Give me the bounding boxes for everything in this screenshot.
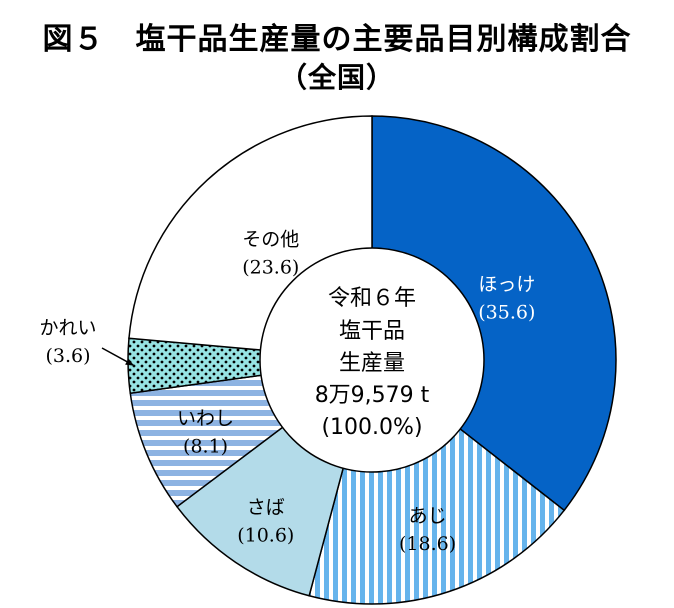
slice-6-name-label: その他 [242,228,299,250]
center-label-line-5: (100.0%) [321,415,422,440]
center-label-line-1: 令和６年 [328,286,416,311]
center-label-line-4: 8万9,579 t [315,383,430,408]
slice-2-value-label: (18.6) [399,533,456,555]
slice-5-value-label: (3.6) [45,345,90,367]
slice-6-value-label: (23.6) [242,256,299,278]
chart-subtitle: （全国） [278,61,395,94]
slice-5-leader-arrow [125,358,135,366]
slice-1-wedge [371,115,617,512]
center-label-line-3: 生産量 [339,351,405,376]
chart-title: 図５ 塩干品生産量の主要品目別構成割合 [42,22,632,57]
slice-3-name-label: さば [247,497,285,519]
slice-4-name-label: いわし [177,408,234,430]
slice-1-value-label: (35.6) [478,301,535,323]
center-circle [259,247,485,473]
center-label-line-2: 塩干品 [339,319,405,344]
slice-3-value-label: (10.6) [237,525,294,547]
slice-4-value-label: (8.1) [183,436,228,458]
slice-5-name-label: かれい [39,317,96,339]
slice-2-name-label: あじ [409,505,447,527]
slice-1-name-label: ほっけ [478,273,535,295]
